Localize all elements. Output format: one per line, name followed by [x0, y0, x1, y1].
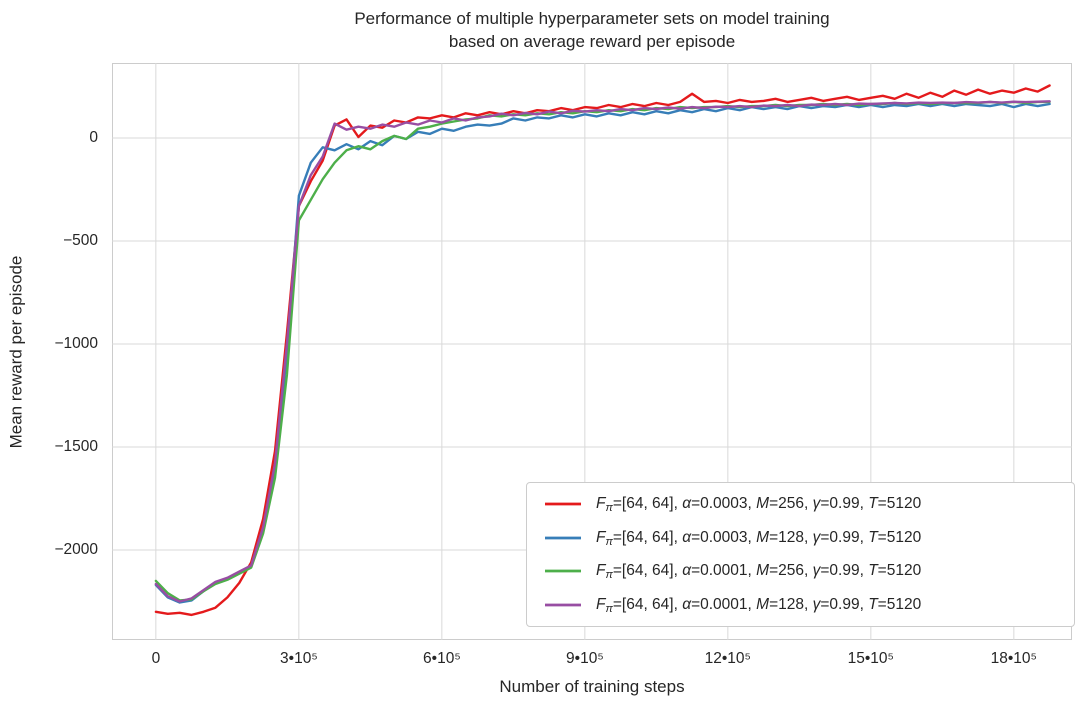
legend-label: Fπ=[64, 64], α=0.0001, M=128, γ=0.99, T=…: [596, 596, 922, 616]
legend-line-swatch-purple: [545, 603, 581, 607]
x-tick-label: 15•10⁵: [847, 650, 894, 667]
x-tick-label: 6•10⁵: [423, 650, 461, 667]
legend-item: Fπ=[64, 64], α=0.0001, M=128, γ=0.99, T=…: [544, 588, 1068, 622]
legend-line-swatch-red: [545, 502, 581, 506]
legend-label: Fπ=[64, 64], α=0.0001, M=256, γ=0.99, T=…: [596, 562, 922, 582]
y-tick-label: −1000: [54, 334, 98, 352]
y-tick-label: −1500: [54, 437, 98, 455]
y-tick-label: −500: [63, 231, 98, 249]
x-tick-label: 9•10⁵: [566, 650, 604, 667]
y-tick-labels: 0 −500 −1000 −1500 −2000: [0, 63, 98, 640]
legend-line-swatch-blue: [545, 536, 581, 539]
y-tick-label: −2000: [54, 540, 98, 558]
x-tick-label: 3•10⁵: [280, 650, 318, 667]
legend-label: Fπ=[64, 64], α=0.0003, M=256, γ=0.99, T=…: [596, 494, 922, 514]
series-line-3: [154, 100, 1051, 603]
y-tick-label: 0: [89, 128, 98, 146]
legend-label: Fπ=[64, 64], α=0.0003, M=128, γ=0.99, T=…: [596, 528, 922, 548]
x-tick-label: 18•10⁵: [990, 650, 1037, 667]
chart-title: Performance of multiple hyperparameter s…: [354, 9, 830, 51]
series-line-1: [154, 102, 1051, 604]
plot-border: [112, 63, 1072, 640]
legend-item: Fπ=[64, 64], α=0.0003, M=256, γ=0.99, T=…: [544, 487, 1068, 521]
legend: Fπ=[64, 64], α=0.0003, M=256, γ=0.99, T=…: [526, 482, 1075, 627]
x-tick-label: 0: [151, 650, 161, 667]
x-tick-labels: 0 3•10⁵ 6•10⁵ 9•10⁵ 12•10⁵ 15•10⁵ 18•10⁵: [112, 650, 1072, 674]
legend-line-swatch-green: [545, 570, 581, 573]
x-axis-label: Number of training steps: [499, 677, 685, 696]
x-tick-label: 12•10⁵: [704, 650, 751, 667]
legend-item: Fπ=[64, 64], α=0.0001, M=256, γ=0.99, T=…: [544, 555, 1068, 589]
legend-item: Fπ=[64, 64], α=0.0003, M=128, γ=0.99, T=…: [544, 521, 1068, 555]
